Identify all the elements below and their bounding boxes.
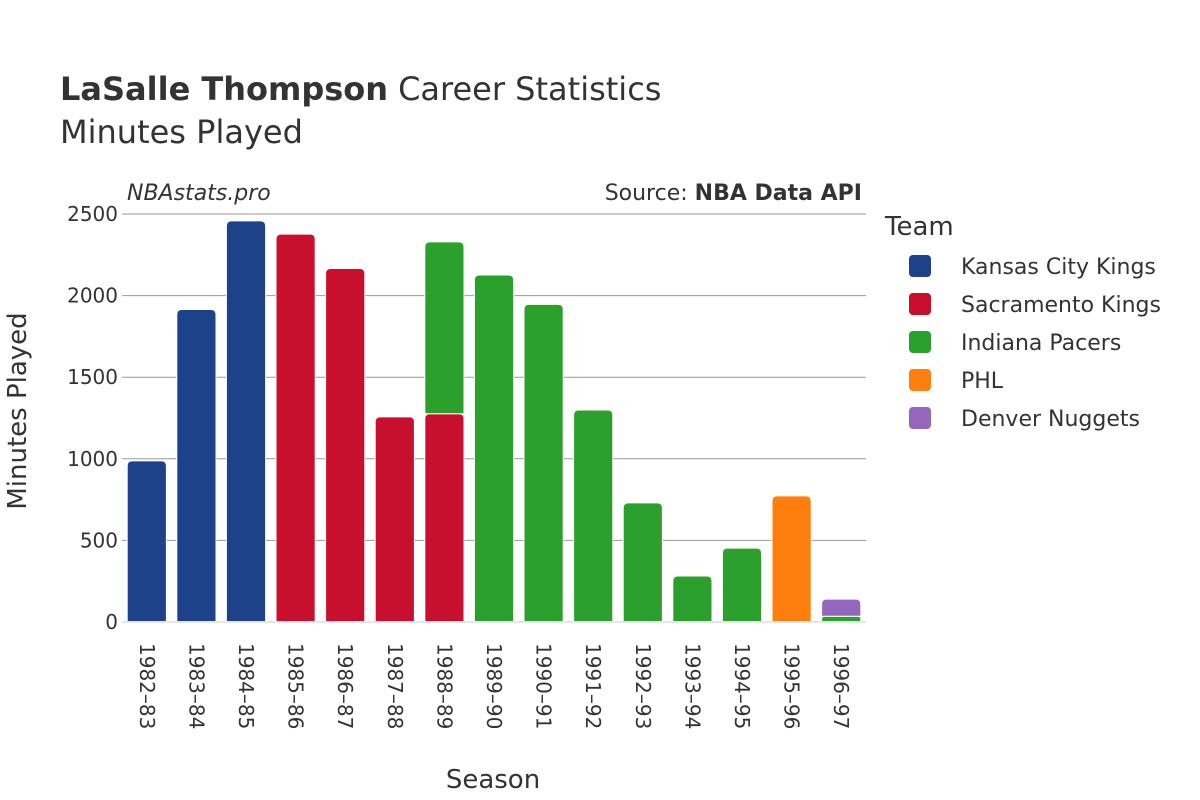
watermark: NBAstats.pro — [127, 181, 271, 206]
legend-swatch — [909, 331, 931, 353]
bar-indiana-pacers — [622, 502, 663, 623]
x-tick-label: 1984–85 — [234, 643, 258, 729]
bar-indiana-pacers — [573, 409, 614, 623]
bar-phl — [771, 495, 812, 623]
bar-denver-nuggets — [821, 598, 862, 617]
chart-title-player: LaSalle Thompson — [60, 70, 388, 108]
bar-indiana-pacers — [523, 303, 564, 623]
chart-title-rest: Career Statistics — [398, 70, 661, 108]
bar-kansas-city-kings — [126, 460, 167, 623]
y-axis-title: Minutes Played — [3, 312, 33, 509]
bar-sacramento-kings — [275, 233, 316, 623]
bar-indiana-pacers — [473, 274, 515, 623]
legend-label: Indiana Pacers — [961, 331, 1121, 356]
legend-label: Sacramento Kings — [961, 293, 1161, 318]
legend-swatch — [909, 293, 931, 315]
x-axis-ticks: 1982–83 1983–84 1984–85 1985–86 1986–87 1987–… — [135, 643, 853, 729]
bar-sacramento-kings — [424, 413, 465, 623]
x-tick-label: 1996–97 — [829, 643, 853, 729]
x-tick-label: 1993–94 — [680, 643, 704, 729]
y-tick-label: 1500 — [67, 365, 118, 389]
y-tick-label: 500 — [80, 528, 118, 552]
x-tick-label: 1992–93 — [631, 643, 655, 729]
legend: Kansas City Kings Sacramento Kings Indiana… — [909, 255, 1161, 432]
bar-kansas-city-kings — [225, 220, 267, 623]
x-tick-label: 1994–95 — [730, 643, 754, 729]
chart-title: LaSalle Thompson Career Statistics — [60, 70, 661, 108]
chart-subtitle: Minutes Played — [60, 113, 303, 151]
legend-swatch — [909, 407, 931, 429]
bar-kansas-city-kings — [176, 308, 217, 623]
legend-label: Denver Nuggets — [961, 407, 1140, 432]
legend-swatch — [909, 369, 931, 391]
x-axis-title: Season — [446, 765, 540, 795]
bars — [122, 220, 866, 623]
bar-indiana-pacers — [424, 241, 465, 415]
source-prefix: Source: — [605, 181, 695, 206]
bar-sacramento-kings — [325, 268, 366, 623]
y-tick-label: 2000 — [67, 284, 118, 308]
x-tick-label: 1985–86 — [284, 643, 308, 729]
x-tick-label: 1995–96 — [780, 643, 804, 729]
y-tick-label: 2500 — [67, 202, 118, 226]
x-tick-label: 1989–90 — [482, 643, 506, 729]
x-tick-label: 1983–84 — [184, 643, 208, 729]
x-tick-label: 1990–91 — [532, 643, 556, 729]
x-tick-label: 1987–88 — [383, 643, 407, 729]
bar-indiana-pacers — [672, 575, 713, 623]
legend-label: PHL — [961, 369, 1004, 394]
bar-indiana-pacers — [721, 547, 763, 623]
y-axis-ticks: 0 500 1000 1500 2000 2500 — [67, 202, 118, 634]
x-tick-label: 1991–92 — [581, 643, 605, 729]
legend-swatch — [909, 255, 931, 277]
legend-label: Kansas City Kings — [961, 255, 1156, 280]
bar-sacramento-kings — [374, 416, 415, 623]
y-tick-label: 0 — [105, 610, 118, 634]
y-tick-label: 1000 — [67, 447, 118, 471]
x-tick-label: 1988–89 — [432, 643, 456, 729]
x-tick-label: 1986–87 — [333, 643, 357, 729]
x-tick-label: 1982–83 — [135, 643, 159, 729]
source-name: NBA Data API — [695, 181, 862, 206]
source-credit: Source: NBA Data API — [605, 181, 862, 206]
legend-title: Team — [884, 212, 954, 242]
